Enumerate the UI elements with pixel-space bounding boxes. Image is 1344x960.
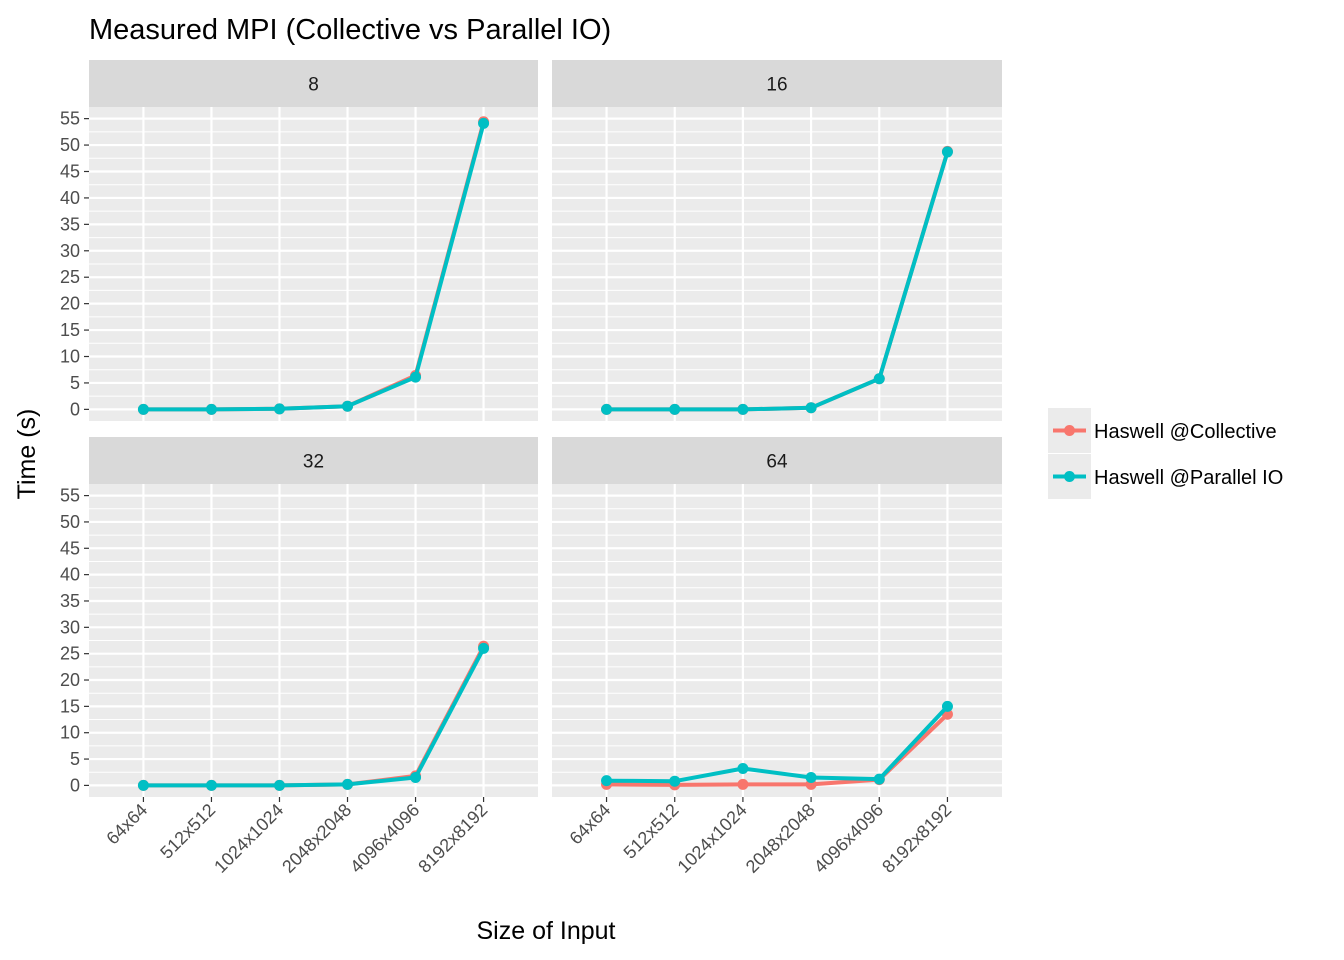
legend-item: Haswell @Parallel IO	[1048, 454, 1283, 499]
chart-title: Measured MPI (Collective vs Parallel IO)	[89, 14, 611, 46]
series-line-parallel-io	[143, 647, 486, 788]
y-tick-label: 55	[60, 486, 80, 506]
data-point	[137, 779, 149, 791]
data-point	[342, 778, 354, 790]
y-tick-label: 25	[60, 267, 80, 287]
y-tick-label: 0	[70, 399, 80, 419]
data-point	[941, 700, 953, 712]
data-point	[873, 773, 885, 785]
series-line-parallel-io	[606, 151, 950, 412]
x-tick-label: 64x64	[102, 800, 151, 849]
y-tick-label: 30	[60, 617, 80, 637]
legend-label: Haswell @Collective	[1094, 421, 1277, 443]
x-tick-label: 2048x2048	[278, 800, 355, 877]
y-tick-label: 20	[60, 294, 80, 314]
data-point	[737, 778, 749, 790]
facet-strip-label: 32	[303, 452, 324, 473]
x-tick-label: 8192x8192	[878, 800, 955, 877]
facet-panel-16: 16	[552, 60, 1002, 421]
facet-strip	[89, 60, 538, 107]
series-line-parallel-io	[143, 122, 486, 412]
data-point	[737, 763, 749, 775]
data-point	[273, 779, 285, 791]
facet-strip	[552, 437, 1002, 484]
data-point	[205, 779, 217, 791]
y-tick-label: 50	[60, 135, 80, 155]
facet-strip	[552, 60, 1002, 107]
y-tick-label: 15	[60, 320, 80, 340]
data-point	[410, 371, 422, 383]
data-point	[478, 117, 490, 129]
y-tick-label: 25	[60, 644, 80, 664]
data-point	[601, 403, 613, 415]
y-tick-label: 55	[60, 109, 80, 129]
data-point	[410, 772, 422, 784]
legend: Haswell @Collective Haswell @Parallel IO	[1048, 408, 1283, 499]
data-point	[669, 775, 681, 787]
x-tick-label: 4096x4096	[346, 800, 423, 877]
data-point	[941, 146, 953, 158]
facet-strip	[89, 437, 538, 484]
facet-panel-32: 32 0 5 10 15 20 25 30 35 40 45 50 55 64x64 512x5121024…	[60, 437, 538, 877]
x-tick-label: 1024x1024	[674, 800, 751, 877]
legend-key-point	[1064, 425, 1075, 436]
y-tick-label: 45	[60, 161, 80, 181]
y-tick-label: 40	[60, 565, 80, 585]
x-tick-label: 512x512	[156, 800, 219, 863]
data-point	[205, 403, 217, 415]
data-point	[342, 400, 354, 412]
x-tick-label: 512x512	[620, 800, 683, 863]
legend-key-point	[1064, 471, 1075, 482]
x-tick-label: 64x64	[566, 800, 615, 849]
y-tick-label: 35	[60, 591, 80, 611]
facet-strip-label: 64	[766, 452, 788, 473]
x-axis-title: Size of Input	[477, 917, 616, 945]
y-tick-label: 5	[70, 373, 80, 393]
y-tick-label: 45	[60, 538, 80, 558]
facet-panel-64: 64 64x64 512x5121024x10242048x20484096x409…	[552, 437, 1002, 877]
x-tick-label: 8192x8192	[414, 800, 491, 877]
y-tick-label: 10	[60, 347, 80, 367]
data-point	[805, 402, 817, 414]
facet-panel-8: 8 0 5 10 15 20 25 30 35 40 45 50 55	[60, 60, 538, 421]
data-point	[873, 373, 885, 385]
y-axis-title: Time (s)	[13, 409, 41, 500]
data-point	[601, 775, 613, 787]
y-tick-label: 0	[70, 775, 80, 795]
legend-label: Haswell @Parallel IO	[1094, 467, 1283, 489]
series-line-parallel-io	[606, 705, 949, 784]
data-point	[805, 772, 817, 784]
y-tick-label: 30	[60, 241, 80, 261]
x-tick-label: 2048x2048	[742, 800, 819, 877]
x-tick-label: 4096x4096	[810, 800, 887, 877]
y-tick-label: 5	[70, 749, 80, 769]
y-tick-label: 10	[60, 723, 80, 743]
facet-strip-label: 16	[766, 75, 787, 96]
legend-item: Haswell @Collective	[1048, 408, 1277, 453]
data-point	[137, 403, 149, 415]
y-tick-label: 15	[60, 696, 80, 716]
x-tick-label: 1024x1024	[210, 800, 287, 877]
facet-strip-label: 8	[308, 75, 319, 96]
data-point	[669, 403, 681, 415]
y-tick-label: 50	[60, 512, 80, 532]
data-point	[737, 403, 749, 415]
data-point	[273, 403, 285, 415]
y-tick-label: 40	[60, 188, 80, 208]
data-point	[478, 642, 490, 654]
y-tick-label: 35	[60, 214, 80, 234]
y-tick-label: 20	[60, 670, 80, 690]
facet-panels: 8051015202530354045505516320510152025303…	[60, 60, 1002, 877]
